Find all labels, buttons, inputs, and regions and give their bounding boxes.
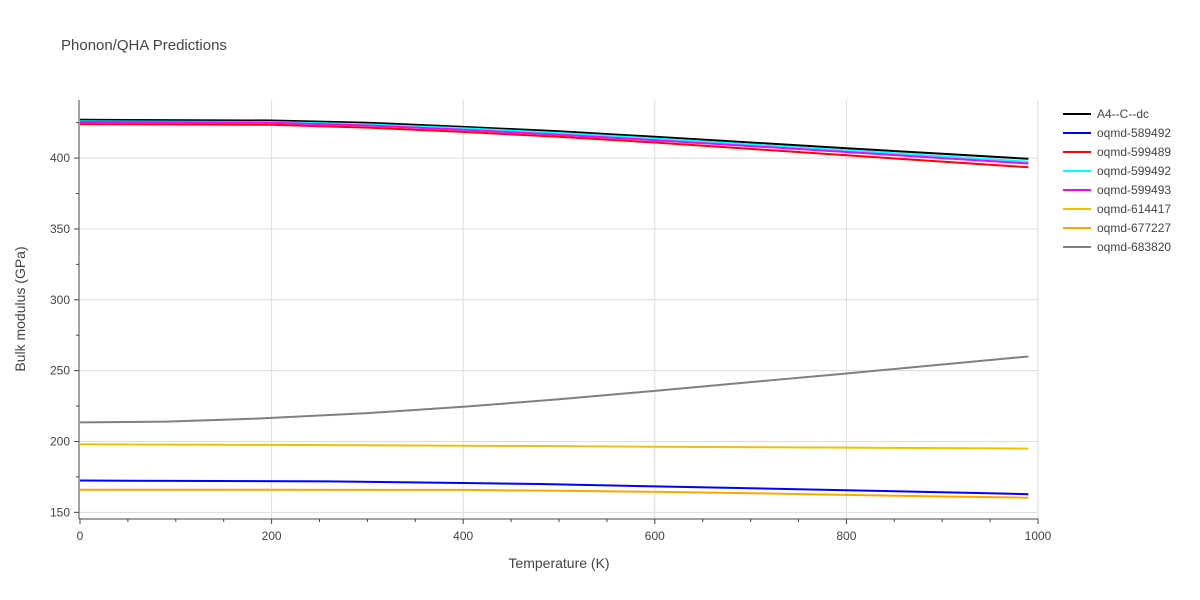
y-tick-label: 250 <box>50 364 70 378</box>
y-tick-label: 350 <box>50 222 70 236</box>
x-tick-label: 600 <box>645 529 665 543</box>
y-axis-title: Bulk modulus (GPa) <box>12 246 28 371</box>
chart-title: Phonon/QHA Predictions <box>61 37 227 54</box>
x-tick-label: 0 <box>77 529 84 543</box>
x-tick-label: 400 <box>453 529 473 543</box>
x-tick-label: 800 <box>836 529 856 543</box>
series-line-oqmd-599489 <box>79 123 1029 169</box>
legend-label: oqmd-683820 <box>1097 240 1171 254</box>
legend-item: A4--C--dc <box>1063 107 1149 121</box>
series-line-oqmd-683820 <box>79 355 1029 424</box>
y-tick-label: 300 <box>50 293 70 307</box>
series-line-oqmd-589492 <box>79 479 1029 496</box>
y-tick-label: 150 <box>50 505 70 519</box>
legend-item: oqmd-589492 <box>1063 126 1171 140</box>
legend-label: oqmd-599489 <box>1097 145 1171 159</box>
legend-item: oqmd-599492 <box>1063 164 1171 178</box>
series-line-oqmd-599493 <box>79 121 1029 165</box>
legend: A4--C--dc oqmd-589492 oqmd-599489 oqmd-5994… <box>1063 107 1171 254</box>
legend-label: oqmd-589492 <box>1097 126 1171 140</box>
legend-item: oqmd-677227 <box>1063 221 1171 235</box>
legend-label: A4--C--dc <box>1097 107 1149 121</box>
grid <box>80 100 1039 518</box>
x-tick-label: 1000 <box>1025 529 1052 543</box>
legend-label: oqmd-599493 <box>1097 183 1171 197</box>
series-line-oqmd-677227 <box>79 488 1029 499</box>
legend-item: oqmd-614417 <box>1063 202 1171 216</box>
series-group <box>79 118 1029 499</box>
y-tick-label: 200 <box>50 434 70 448</box>
legend-item: oqmd-599493 <box>1063 183 1171 197</box>
series-line-A4--C--dc <box>79 118 1029 160</box>
y-tick-label: 400 <box>50 151 70 165</box>
legend-label: oqmd-677227 <box>1097 221 1171 235</box>
axes: 0 200 400 600 800 1000 150 200 250 300 350 400 <box>50 100 1052 543</box>
x-axis-title: Temperature (K) <box>508 555 609 571</box>
series-line-oqmd-599492 <box>79 120 1029 163</box>
legend-label: oqmd-614417 <box>1097 202 1171 216</box>
legend-item: oqmd-599489 <box>1063 145 1171 159</box>
legend-item: oqmd-683820 <box>1063 240 1171 254</box>
x-tick-label: 200 <box>262 529 282 543</box>
series-line-oqmd-614417 <box>79 443 1029 450</box>
legend-label: oqmd-599492 <box>1097 164 1171 178</box>
